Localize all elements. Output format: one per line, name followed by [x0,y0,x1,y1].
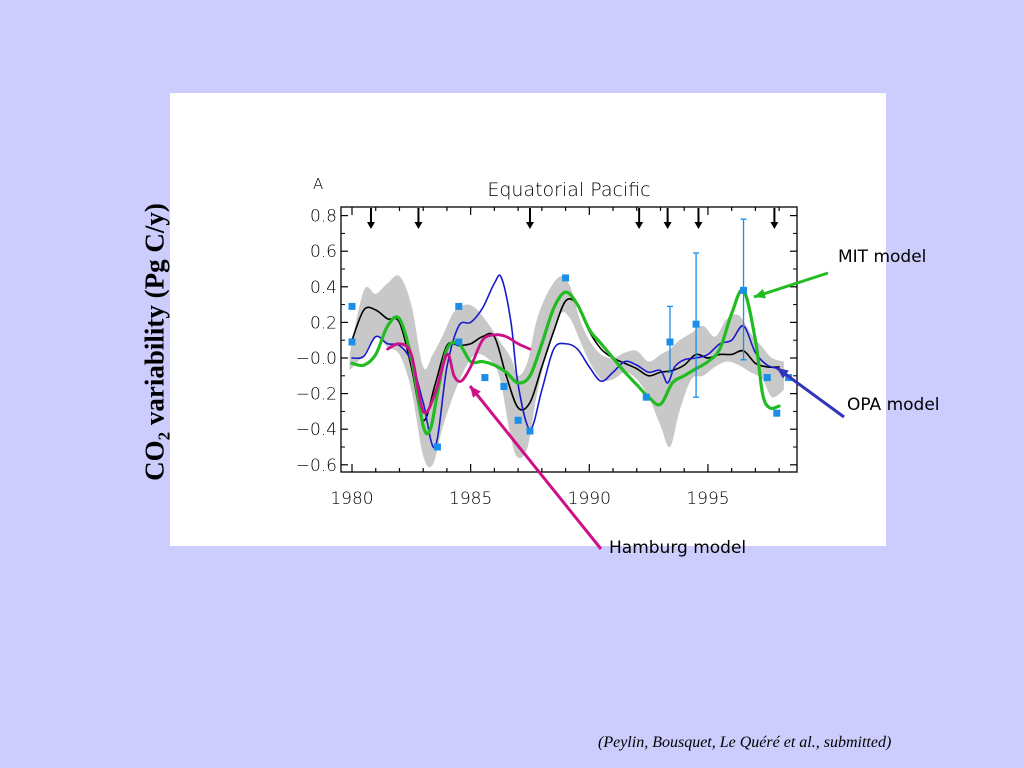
mit-arrow-shaft [753,271,829,299]
x-tick-label: 1995 [686,489,729,509]
opa-arrow-shaft [776,366,845,419]
opa-arrow-head [777,368,789,379]
chart-title: Equatorial Pacific [487,179,650,201]
uncertainty-band [349,275,784,468]
event-arrow-head [525,222,534,229]
series-line-opa-model [351,274,780,449]
axes-layer: 0.8 0.6 0.4 0.2 −0.0 −0.2 −0.4 −0.6 1980 1985 1990… [296,206,798,509]
observation-point [514,416,522,424]
y-axis-label-subscript: 2 [154,431,174,441]
x-tick-label: 1985 [449,489,492,509]
mit-arrow-head [754,288,767,299]
observation-point [642,393,650,401]
observation-point [763,374,771,382]
event-arrow-head [366,222,375,229]
annotation-arrows-layer [468,271,845,550]
observation-point [526,427,534,435]
series-layer [350,274,781,449]
observation-point [455,302,463,310]
y-tick-label: 0.8 [310,207,337,227]
citation: (Peylin, Bousquet, Le Quéré et al., subm… [598,734,892,751]
y-axis-label-rest: variability (Pg C/y) [139,203,170,432]
y-tick-label: −0.6 [296,456,337,476]
y-tick-label: 0.6 [310,242,337,262]
uncertainty-band-layer [349,275,784,468]
observation-point [348,302,356,310]
observation-point [740,286,748,294]
y-tick-label: −0.0 [296,349,337,369]
event-arrow-head [635,222,644,229]
observation-point [481,374,489,382]
observation-point [692,320,700,328]
event-arrow-head [663,222,672,229]
series-line-mit-model [350,288,781,436]
event-arrow-head [770,222,779,229]
figure-panel [170,93,886,546]
observation-point [666,338,674,346]
observation-point [562,274,570,282]
observation-point [348,338,356,346]
plot-frame [340,206,798,473]
observation-point [773,409,781,417]
x-tick-label: 1980 [330,489,373,509]
y-tick-label: −0.2 [296,385,337,405]
y-tick-label: 0.2 [310,313,337,333]
y-axis-label: CO2 variability (Pg C/y) [139,203,174,481]
hamburg-arrow-head [470,386,481,398]
event-arrow-head [414,222,423,229]
opa-model-label: OPA model [847,395,940,415]
hamburg-model-label: Hamburg model [609,538,747,558]
series-line-hamburg-model [386,333,532,415]
observation-point [500,382,508,390]
observation-point [455,338,463,346]
y-tick-label: −0.4 [296,420,337,440]
panel-letter: A [313,175,323,193]
observations-layer [348,218,793,451]
hamburg-arrow-shaft [468,385,603,550]
mit-model-label: MIT model [838,247,927,267]
x-tick-label: 1990 [568,489,611,509]
event-arrow-head [694,222,703,229]
y-axis-label-co: CO [139,440,170,481]
observation-point [433,443,441,451]
y-tick-label: 0.4 [310,278,337,298]
